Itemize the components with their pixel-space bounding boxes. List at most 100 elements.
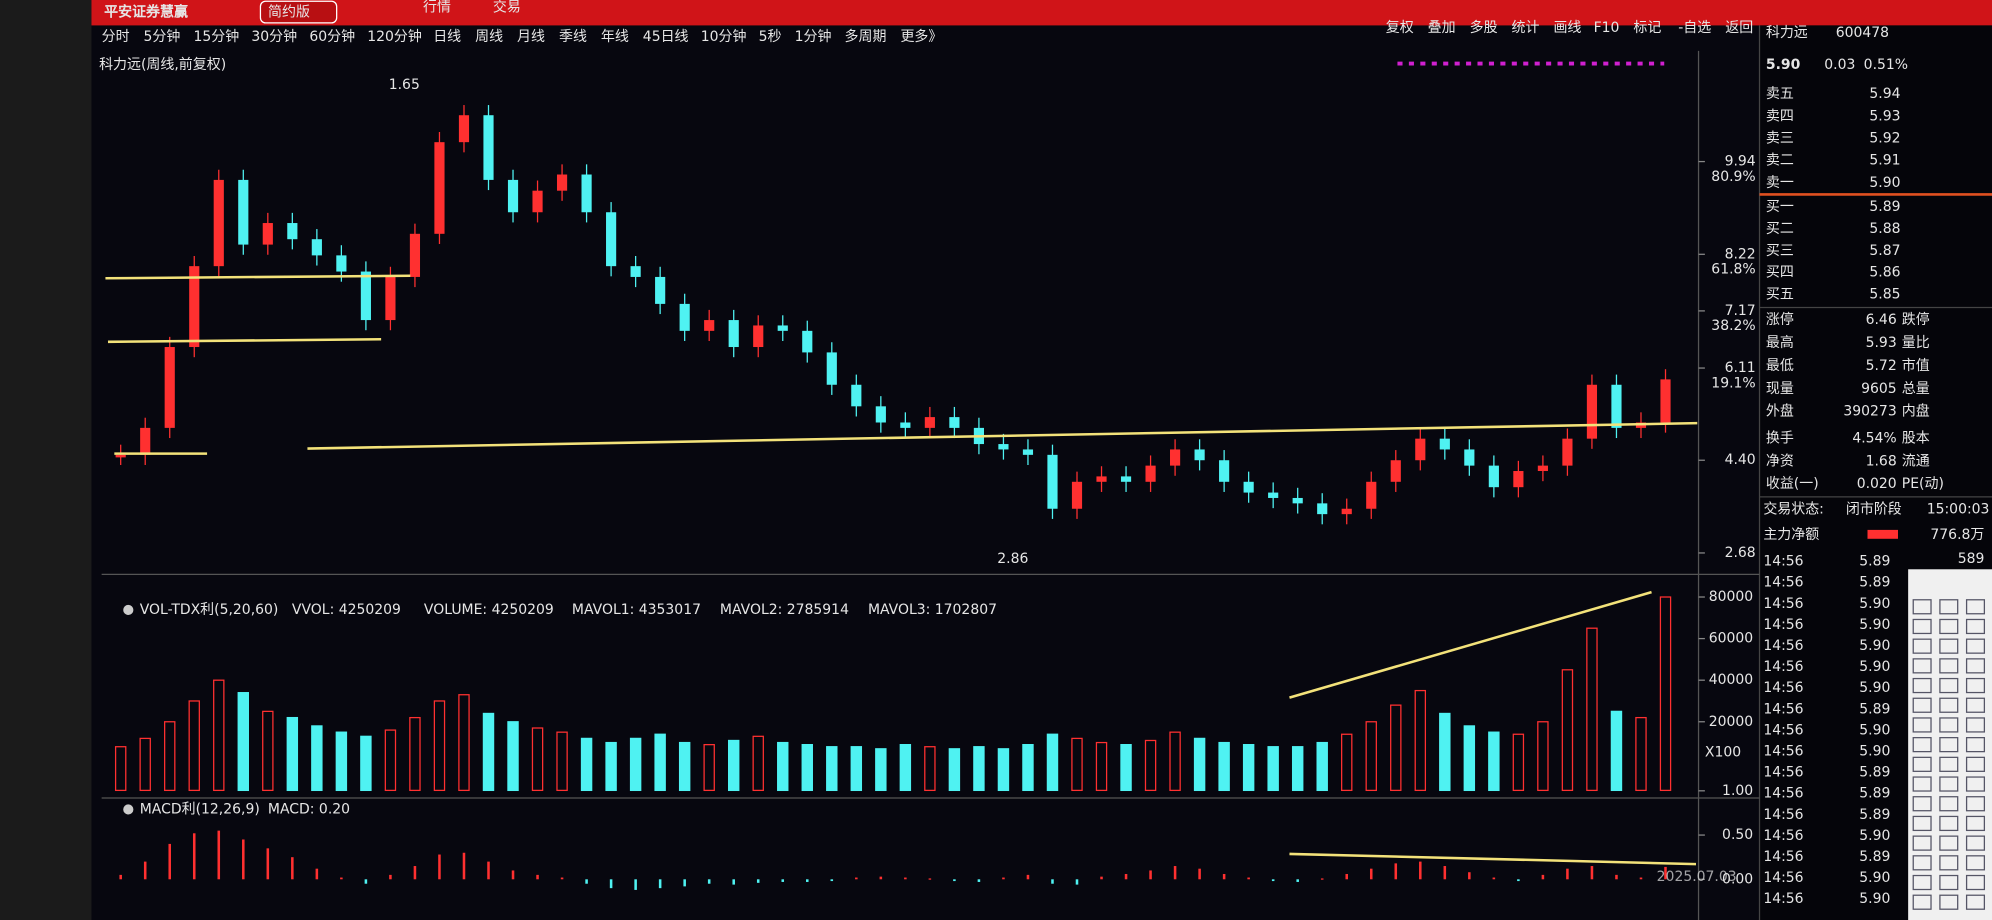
period[interactable]: 月线 xyxy=(517,29,545,45)
draw-tool[interactable] xyxy=(1965,874,1986,891)
draw-tool[interactable] xyxy=(1939,894,1959,910)
draw-tool[interactable] xyxy=(1939,677,1959,694)
percent-label: 38.2% xyxy=(1711,318,1755,334)
draw-tool[interactable] xyxy=(1965,658,1986,674)
stock-name: 科力远 xyxy=(1766,25,1808,41)
draw-tool[interactable] xyxy=(1939,737,1959,753)
draw-tool[interactable] xyxy=(1965,618,1986,635)
volume-bar xyxy=(850,746,863,792)
tool[interactable]: F10 xyxy=(1594,20,1620,36)
draw-tool[interactable] xyxy=(1965,697,1986,713)
period[interactable]: 30分钟 xyxy=(251,28,297,45)
period[interactable]: 周线 xyxy=(475,29,503,45)
draw-tool[interactable] xyxy=(1939,658,1959,674)
tool[interactable]: 统计 xyxy=(1512,20,1540,36)
draw-tool[interactable] xyxy=(1912,697,1932,713)
period[interactable]: 45日线 xyxy=(643,29,689,45)
draw-tool[interactable] xyxy=(1912,796,1932,812)
tick-price: 5.90 xyxy=(1859,617,1890,633)
mode[interactable]: 简约版 xyxy=(268,4,310,21)
draw-tool[interactable] xyxy=(1965,796,1986,812)
draw-tool[interactable] xyxy=(1939,874,1959,891)
candle xyxy=(1243,481,1254,493)
draw-tool[interactable] xyxy=(1912,737,1932,753)
macd-bar xyxy=(1664,866,1667,880)
draw-tool[interactable] xyxy=(1939,796,1959,812)
macd-bar xyxy=(904,877,907,880)
period[interactable]: 分时 xyxy=(102,29,130,45)
draw-tool[interactable] xyxy=(1939,855,1959,871)
draw-tool[interactable] xyxy=(1912,638,1932,654)
draw-tool[interactable] xyxy=(1912,835,1932,851)
candle xyxy=(1096,476,1107,482)
tool[interactable]: 标记 xyxy=(1633,20,1661,36)
mode-select[interactable] xyxy=(259,0,338,24)
tab[interactable]: 行情 xyxy=(423,0,451,16)
draw-tool[interactable] xyxy=(1939,756,1959,772)
tick-time: 14:56 xyxy=(1763,638,1803,654)
draw-tool[interactable] xyxy=(1965,855,1986,871)
draw-tool[interactable] xyxy=(1912,618,1932,635)
candle xyxy=(1219,460,1230,482)
period[interactable]: 1分钟 xyxy=(795,28,832,45)
draw-tool[interactable] xyxy=(1965,737,1986,753)
volume-bar xyxy=(1390,704,1402,792)
draw-tool[interactable] xyxy=(1939,599,1959,615)
draw-tool[interactable] xyxy=(1912,855,1932,871)
draw-tool[interactable] xyxy=(1912,658,1932,674)
draw-tool[interactable] xyxy=(1965,717,1986,733)
draw-tool[interactable] xyxy=(1965,835,1986,851)
macd-bar xyxy=(707,879,711,884)
period[interactable]: 5秒 xyxy=(759,29,782,45)
period[interactable]: 5分钟 xyxy=(144,28,181,45)
period[interactable]: 60分钟 xyxy=(309,28,355,45)
draw-tool[interactable] xyxy=(1965,776,1986,792)
period[interactable]: 季线 xyxy=(559,29,587,45)
draw-tool[interactable] xyxy=(1912,599,1932,615)
draw-tool[interactable] xyxy=(1965,638,1986,654)
draw-tool[interactable] xyxy=(1939,638,1959,654)
draw-tool[interactable] xyxy=(1939,815,1959,832)
draw-tool[interactable] xyxy=(1939,776,1959,792)
tick-time: 14:56 xyxy=(1763,765,1803,781)
tool[interactable]: 画线 xyxy=(1553,20,1581,36)
period[interactable]: 日线 xyxy=(433,29,461,45)
ask-label: 卖二 xyxy=(1766,153,1794,169)
draw-tool[interactable] xyxy=(1939,717,1959,733)
draw-tool[interactable] xyxy=(1965,677,1986,694)
draw-tool[interactable] xyxy=(1912,776,1932,792)
tool[interactable]: 多股 xyxy=(1470,19,1498,36)
macd-bar xyxy=(1051,879,1054,884)
tool[interactable]: 返回 xyxy=(1725,20,1753,36)
tool[interactable]: 叠加 xyxy=(1428,20,1456,36)
period[interactable]: 年线 xyxy=(601,29,629,45)
draw-tool[interactable] xyxy=(1965,815,1986,832)
tool[interactable]: 复权 xyxy=(1386,19,1414,36)
period[interactable]: 120分钟 xyxy=(367,28,422,45)
stat-value: 4.54% xyxy=(1852,430,1896,446)
volume-bar xyxy=(973,746,985,792)
draw-tool[interactable] xyxy=(1965,599,1986,615)
tool[interactable]: -自选 xyxy=(1678,20,1711,36)
draw-tool[interactable] xyxy=(1939,618,1959,635)
bid-label: 买二 xyxy=(1766,221,1794,237)
volume-bar xyxy=(1659,596,1672,792)
draw-tool[interactable] xyxy=(1939,697,1959,713)
draw-tool[interactable] xyxy=(1912,874,1932,891)
tab[interactable]: 交易 xyxy=(493,0,521,16)
draw-tool[interactable] xyxy=(1912,894,1932,910)
period[interactable]: 15分钟 xyxy=(193,28,239,45)
draw-tool[interactable] xyxy=(1965,894,1986,910)
period[interactable]: 10分钟 xyxy=(701,28,747,45)
period[interactable]: 多周期 xyxy=(845,28,887,45)
draw-tool[interactable] xyxy=(1912,677,1932,694)
volume-bar xyxy=(531,727,544,792)
draw-tool[interactable] xyxy=(1939,835,1959,851)
candle xyxy=(1537,465,1548,472)
draw-tool[interactable] xyxy=(1912,756,1932,772)
macd-bar xyxy=(781,879,785,882)
draw-tool[interactable] xyxy=(1912,717,1932,733)
draw-tool[interactable] xyxy=(1912,815,1932,832)
period[interactable]: 更多》 xyxy=(900,28,942,45)
draw-tool[interactable] xyxy=(1965,756,1986,772)
